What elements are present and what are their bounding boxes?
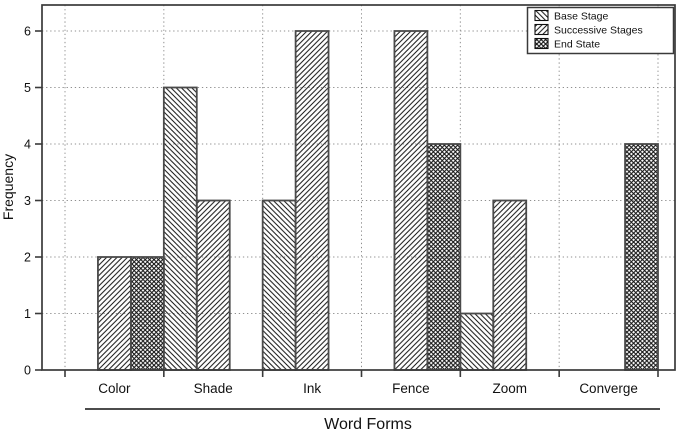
x-category-label: Fence: [392, 381, 430, 396]
bar-color-end-state: [129, 256, 165, 371]
y-tick-label: 0: [24, 364, 31, 378]
bar-fence-successive-stages: [393, 30, 429, 371]
legend: Base Stage Successive Stages End State: [526, 6, 675, 55]
legend-label: End State: [554, 39, 600, 51]
bar-zoom-successive-stages: [492, 199, 528, 371]
y-axis-title: Frequency: [0, 154, 16, 220]
y-tick-label: 5: [24, 81, 31, 95]
y-tick-label: 6: [24, 25, 31, 39]
legend-label: Base Stage: [554, 11, 608, 23]
x-category-label: Ink: [303, 381, 321, 396]
bar-color-successive-stages: [97, 256, 132, 371]
bar-zoom-base-stage: [459, 312, 495, 371]
diagonal-fwd-swatch: [534, 23, 549, 36]
bar-fence-end-state: [426, 143, 462, 371]
x-category-label: Converge: [579, 381, 638, 396]
crosshatch-swatch: [534, 37, 549, 50]
bar-ink-base-stage: [261, 199, 297, 371]
legend-box: [526, 6, 675, 55]
bar-shade-base-stage: [162, 86, 198, 371]
x-category-label: Zoom: [493, 381, 528, 396]
x-axis-title: Word Forms: [324, 416, 412, 433]
bar-converge-end-state: [624, 143, 659, 371]
bar-ink-successive-stages: [294, 30, 330, 371]
bar-shade-successive-stages: [195, 199, 231, 371]
y-tick-label: 2: [24, 251, 31, 265]
y-tick-label: 4: [24, 138, 31, 152]
legend-label: Successive Stages: [554, 25, 643, 37]
axis-tick-labels: 0 1 2 3 4 5 6 Color Shade Ink Fence Zoom Converge: [24, 25, 638, 397]
bars: [97, 30, 659, 371]
axis-ticks: [35, 30, 659, 377]
x-category-label: Color: [98, 381, 131, 396]
diagonal-back-swatch: [534, 9, 549, 22]
plot-frame: [41, 4, 676, 371]
y-tick-label: 3: [24, 194, 31, 208]
y-tick-label: 1: [24, 307, 31, 321]
x-category-label: Shade: [194, 381, 233, 396]
